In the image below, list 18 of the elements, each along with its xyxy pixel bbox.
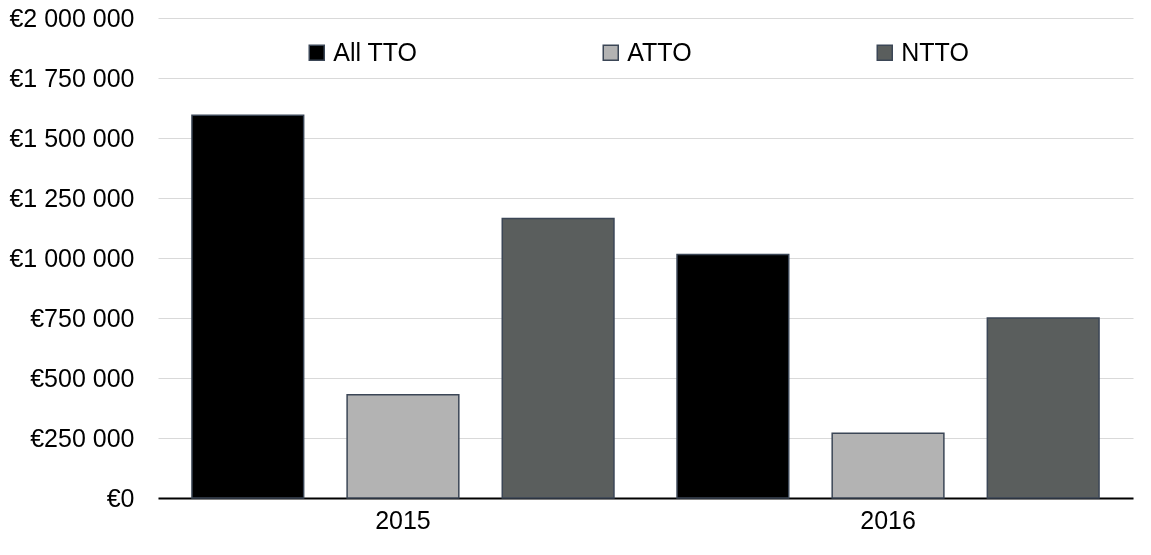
legend-label: ATTO <box>627 37 692 66</box>
y-tick-label: €250 000 <box>30 423 135 452</box>
x-tick-label: 2015 <box>375 505 431 534</box>
y-tick-label: €1 500 000 <box>9 123 135 152</box>
bar <box>501 217 615 499</box>
y-tick-label: €1 000 000 <box>9 243 135 272</box>
y-tick-label: €1 250 000 <box>9 183 135 212</box>
y-tick-label: €500 000 <box>30 363 135 392</box>
y-tick-label: €750 000 <box>30 303 135 332</box>
bar <box>346 394 460 499</box>
legend-label: NTTO <box>901 37 969 66</box>
y-tick-label: €2 000 000 <box>9 3 135 32</box>
bar <box>986 317 1100 499</box>
y-tick-label: €0 <box>106 483 135 512</box>
legend-label: All TTO <box>333 37 418 66</box>
x-tick-label: 2016 <box>860 505 916 534</box>
y-tick-label: €1 750 000 <box>9 63 135 92</box>
bar <box>831 432 945 499</box>
